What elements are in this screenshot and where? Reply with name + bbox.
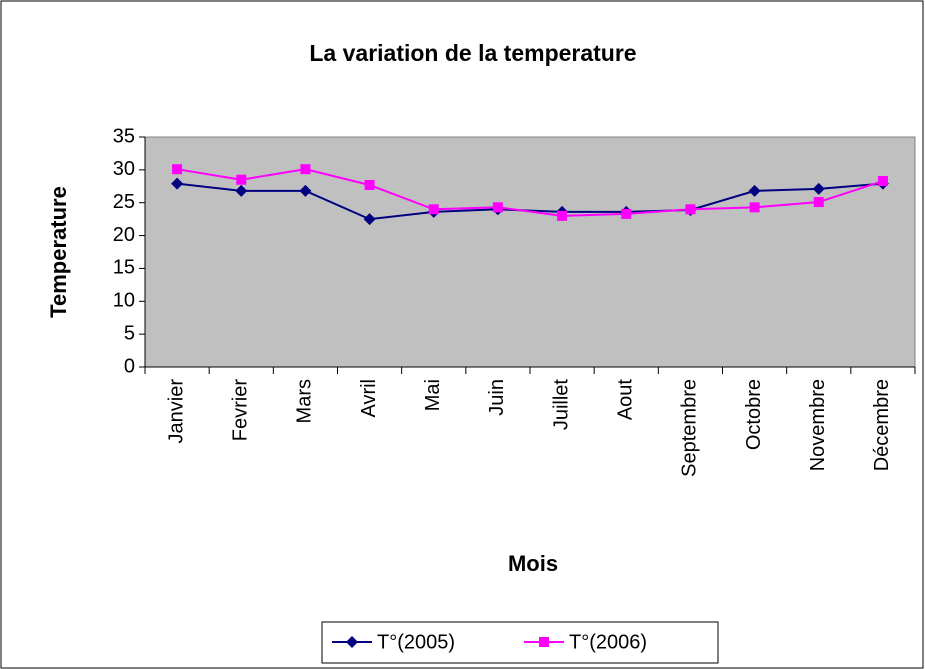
- x-tick-label: Septembre: [679, 379, 701, 477]
- chart-title: La variation de la temperature: [309, 40, 636, 66]
- marker: [363, 213, 376, 226]
- x-tick-label: Juin: [486, 379, 508, 416]
- marker: [172, 164, 183, 175]
- x-tick-label: Janvier: [165, 379, 187, 444]
- x-tick-label: Novembre: [807, 379, 829, 471]
- y-tick-label: 35: [113, 125, 135, 147]
- marker: [557, 210, 568, 221]
- marker: [171, 177, 184, 190]
- marker: [539, 637, 549, 647]
- marker: [428, 204, 439, 215]
- marker: [812, 182, 825, 195]
- x-tick-label: Décembre: [871, 379, 893, 471]
- y-tick-label: 25: [113, 191, 135, 213]
- marker: [748, 184, 761, 197]
- y-tick-label: 5: [124, 322, 135, 344]
- x-tick-label: Octobre: [743, 379, 765, 450]
- marker: [813, 197, 824, 208]
- marker: [621, 208, 632, 219]
- y-axis-label: Temperature: [46, 186, 71, 318]
- series-line: [176, 168, 884, 217]
- plot-area: [144, 136, 916, 368]
- y-tick-label: 20: [113, 224, 135, 246]
- marker: [346, 636, 358, 648]
- marker: [299, 184, 312, 197]
- y-tick-label: 10: [113, 290, 135, 312]
- legend-label: T°(2006): [569, 631, 647, 653]
- x-axis-label: Mois: [508, 551, 558, 576]
- y-tick-label: 0: [124, 355, 135, 377]
- legend-label: T°(2005): [377, 631, 455, 653]
- marker: [364, 179, 375, 190]
- x-tick-label: Mai: [422, 379, 444, 411]
- x-tick-label: Avril: [358, 379, 380, 418]
- x-tick-label: Aout: [615, 379, 637, 421]
- x-tick-label: Juillet: [550, 379, 572, 431]
- marker: [492, 202, 503, 213]
- marker: [236, 174, 247, 185]
- marker: [235, 184, 248, 197]
- y-tick-label: 15: [113, 257, 135, 279]
- legend-box: [321, 621, 719, 664]
- marker: [300, 164, 311, 175]
- marker: [685, 204, 696, 215]
- marker: [877, 176, 888, 187]
- x-tick-label: Mars: [294, 379, 316, 423]
- y-tick-label: 30: [113, 158, 135, 180]
- marker: [749, 202, 760, 213]
- x-tick-label: Fevrier: [230, 379, 252, 442]
